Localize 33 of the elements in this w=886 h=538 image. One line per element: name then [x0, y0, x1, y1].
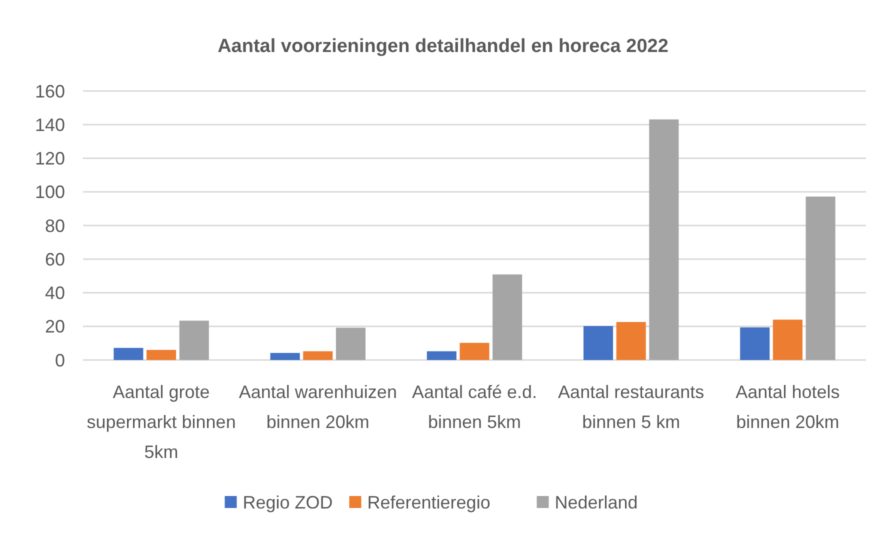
bar: [583, 326, 614, 360]
chart-title: Aantal voorzieningen detailhandel en horeca 2022: [218, 36, 668, 57]
bar: [146, 350, 176, 360]
bar: [740, 327, 770, 360]
y-tick-label: 0: [54, 350, 65, 370]
bar: [114, 348, 144, 360]
bar: [426, 351, 456, 360]
x-tick-label: Aantal restaurants binnen 5 km: [558, 382, 704, 432]
y-tick-label: 40: [44, 283, 65, 304]
bar: [460, 342, 490, 360]
bar: [179, 320, 209, 360]
x-tick-label: Aantal café e.d. binnen 5km: [412, 382, 538, 432]
y-tick-label: 120: [34, 148, 65, 169]
y-tick-label: 20: [44, 316, 65, 337]
legend-label: Referentieregio: [367, 492, 490, 512]
bar: [772, 320, 802, 360]
y-tick-label: 140: [34, 114, 65, 135]
y-tick-label: 60: [44, 249, 65, 270]
bar: [303, 351, 333, 360]
y-tick-label: 160: [34, 81, 65, 102]
bar: [806, 196, 836, 360]
bar: [649, 119, 679, 360]
x-tick-label: Aantal grote supermarkt binnen 5km: [86, 382, 236, 462]
legend-label: Nederland: [554, 492, 638, 512]
y-tick-label: 80: [44, 216, 65, 236]
legend-label: Regio ZOD: [242, 492, 333, 512]
x-tick-label: Aantal warenhuizen binnen 20km: [238, 382, 397, 432]
bar: [616, 322, 646, 360]
bar: [492, 274, 522, 360]
y-tick-label: 100: [34, 182, 65, 202]
x-tick-label: Aantal hotels binnen 20km: [736, 382, 840, 432]
bar: [270, 352, 300, 360]
bar: [336, 328, 366, 360]
